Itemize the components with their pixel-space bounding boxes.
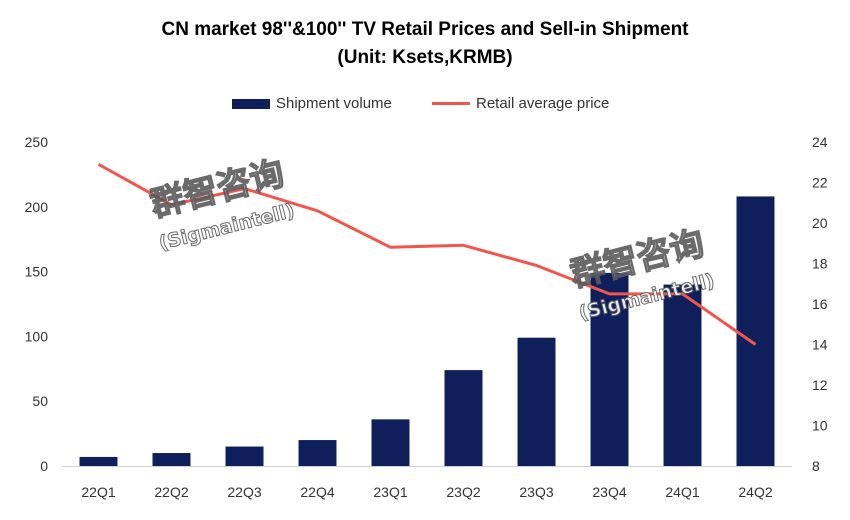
chart-title-line2: (Unit: Ksets,KRMB) [337, 47, 513, 68]
x-tick-label: 22Q4 [300, 484, 334, 500]
watermarks: 群智咨询(Sigmaintell) 群智咨询(Sigmaintell) [146, 153, 717, 325]
bar-shipment-22Q3 [225, 446, 264, 466]
legend-swatch-price [432, 102, 470, 105]
line-price-group [97, 162, 757, 346]
legend-label-shipment: Shipment volume [276, 95, 392, 112]
y-right-tick-label: 10 [812, 418, 828, 434]
y-left-tick-label: 150 [25, 264, 49, 280]
y-right-tick-label: 18 [812, 256, 828, 272]
y-left-tick-label: 200 [25, 199, 49, 215]
x-tick-label: 24Q2 [738, 484, 772, 500]
y-right-tick-label: 14 [812, 337, 828, 353]
bar-shipment-24Q1 [663, 284, 702, 466]
line-price [97, 162, 757, 346]
watermark-logo: 群智咨询(Sigmaintell) [146, 153, 297, 255]
legend: Shipment volume Retail average price [0, 95, 850, 115]
bar-shipment-22Q4 [298, 440, 337, 466]
y-axis-left: 0 50 100 150 200 250 [25, 134, 49, 474]
bars-shipment [79, 196, 775, 466]
y-right-tick-label: 12 [812, 377, 828, 393]
y-right-tick-label: 8 [812, 458, 820, 474]
legend-label-price: Retail average price [476, 95, 610, 112]
y-left-tick-label: 0 [40, 458, 48, 474]
legend-item-shipment: Shipment volume [232, 95, 392, 112]
bar-shipment-24Q2 [736, 196, 775, 466]
x-tick-label: 22Q1 [81, 484, 115, 500]
bar-shipment-23Q1 [371, 419, 410, 466]
x-tick-label: 23Q2 [446, 484, 480, 500]
y-left-tick-label: 50 [32, 393, 48, 409]
y-left-tick-label: 100 [25, 328, 49, 344]
y-right-tick-label: 22 [812, 175, 828, 191]
legend-item-price: Retail average price [432, 95, 609, 112]
chart-title: CN market 98''&100'' TV Retail Prices an… [0, 16, 850, 72]
bar-shipment-22Q2 [152, 453, 191, 466]
chart-title-line1: CN market 98''&100'' TV Retail Prices an… [161, 19, 689, 40]
bar-shipment-23Q4 [590, 272, 629, 466]
y-left-tick-label: 250 [25, 134, 49, 150]
bar-shipment-23Q2 [444, 370, 483, 466]
y-right-tick-label: 24 [812, 134, 828, 150]
legend-swatch-shipment [232, 98, 270, 109]
x-tick-label: 23Q1 [373, 484, 407, 500]
y-right-tick-label: 16 [812, 296, 828, 312]
bar-shipment-23Q3 [517, 337, 556, 466]
x-tick-label: 23Q3 [519, 484, 553, 500]
x-tick-label: 22Q2 [154, 484, 188, 500]
y-axis-right: 8 10 12 14 16 18 20 22 24 [812, 134, 828, 474]
x-tick-label: 24Q1 [665, 484, 699, 500]
bar-shipment-22Q1 [79, 456, 118, 466]
x-tick-label: 23Q4 [592, 484, 626, 500]
x-tick-label: 22Q3 [227, 484, 261, 500]
x-axis-labels: 22Q1 22Q2 22Q3 22Q4 23Q1 23Q2 23Q3 23Q4 24Q1 24Q2 [81, 484, 772, 500]
y-right-tick-label: 20 [812, 215, 828, 231]
